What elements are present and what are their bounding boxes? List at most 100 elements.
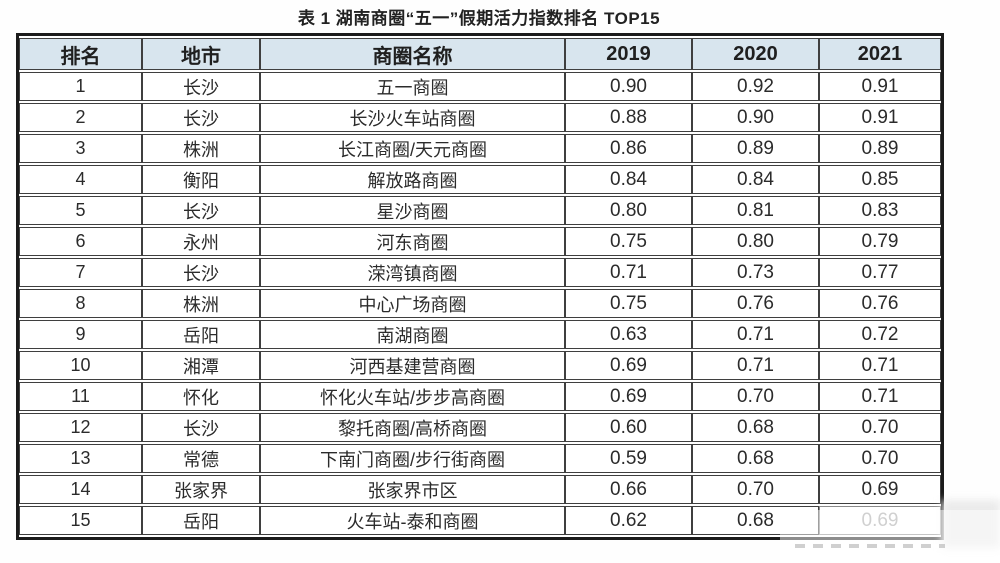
cell-value-2021: 0.69 <box>819 475 941 504</box>
cell-rank: 1 <box>19 72 142 101</box>
cell-rank: 11 <box>19 382 142 411</box>
cell-rank: 14 <box>19 475 142 504</box>
cell-city: 长沙 <box>142 413 260 442</box>
cell-value-2020: 0.71 <box>692 320 819 349</box>
table-row: 6 永州 河东商圈 0.75 0.80 0.79 <box>19 227 941 256</box>
cell-city: 怀化 <box>142 382 260 411</box>
cell-value-2020: 0.68 <box>692 413 819 442</box>
cell-value-2019: 0.63 <box>565 320 692 349</box>
cell-value-2019: 0.59 <box>565 444 692 473</box>
cell-value-2020: 0.70 <box>692 382 819 411</box>
cell-value-2019: 0.86 <box>565 134 692 163</box>
table-row: 8 株洲 中心广场商圈 0.75 0.76 0.76 <box>19 289 941 318</box>
table-row: 2 长沙 长沙火车站商圈 0.88 0.90 0.91 <box>19 103 941 132</box>
ranking-table: 排名 地市 商圈名称 2019 2020 2021 1 长沙 五一商圈 0.90… <box>19 36 941 537</box>
table-row: 5 长沙 星沙商圈 0.80 0.81 0.83 <box>19 196 941 225</box>
cell-city: 长沙 <box>142 103 260 132</box>
cell-rank: 15 <box>19 506 142 535</box>
cell-district: 长江商圈/天元商圈 <box>260 134 565 163</box>
col-header-city: 地市 <box>142 38 260 70</box>
cell-value-2019: 0.69 <box>565 382 692 411</box>
cell-value-2020: 0.90 <box>692 103 819 132</box>
cell-value-2020: 0.84 <box>692 165 819 194</box>
table-row: 11 怀化 怀化火车站/步步高商圈 0.69 0.70 0.71 <box>19 382 941 411</box>
cell-district: 长沙火车站商圈 <box>260 103 565 132</box>
cell-district: 张家界市区 <box>260 475 565 504</box>
header-row: 排名 地市 商圈名称 2019 2020 2021 <box>19 38 941 70</box>
cell-value-2020: 0.73 <box>692 258 819 287</box>
table-body: 1 长沙 五一商圈 0.90 0.92 0.91 2 长沙 长沙火车站商圈 0.… <box>19 72 941 535</box>
cell-rank: 2 <box>19 103 142 132</box>
cell-city: 张家界 <box>142 475 260 504</box>
table-row: 9 岳阳 南湖商圈 0.63 0.71 0.72 <box>19 320 941 349</box>
table-frame: 排名 地市 商圈名称 2019 2020 2021 1 长沙 五一商圈 0.90… <box>16 33 944 540</box>
col-header-rank: 排名 <box>19 38 142 70</box>
cell-district: 下南门商圈/步行街商圈 <box>260 444 565 473</box>
cell-rank: 3 <box>19 134 142 163</box>
cell-district: 南湖商圈 <box>260 320 565 349</box>
cell-value-2020: 0.76 <box>692 289 819 318</box>
cell-value-2019: 0.69 <box>565 351 692 380</box>
cell-value-2020: 0.71 <box>692 351 819 380</box>
cell-city: 岳阳 <box>142 506 260 535</box>
cell-district: 河西基建营商圈 <box>260 351 565 380</box>
cell-city: 长沙 <box>142 196 260 225</box>
cell-value-2021: 0.69 <box>819 506 941 535</box>
cell-value-2021: 0.76 <box>819 289 941 318</box>
cell-value-2021: 0.71 <box>819 351 941 380</box>
cell-city: 岳阳 <box>142 320 260 349</box>
cell-district: 溁湾镇商圈 <box>260 258 565 287</box>
cell-rank: 8 <box>19 289 142 318</box>
cell-city: 湘潭 <box>142 351 260 380</box>
faded-dashed-border <box>795 544 945 548</box>
cell-value-2020: 0.81 <box>692 196 819 225</box>
table-title: 表 1 湖南商圈“五一”假期活力指数排名 TOP15 <box>297 9 661 28</box>
cell-value-2021: 0.71 <box>819 382 941 411</box>
cell-value-2021: 0.72 <box>819 320 941 349</box>
cell-district: 解放路商圈 <box>260 165 565 194</box>
col-header-district: 商圈名称 <box>260 38 565 70</box>
col-header-2021: 2021 <box>819 38 941 70</box>
table-row: 15 岳阳 火车站-泰和商圈 0.62 0.68 0.69 <box>19 506 941 535</box>
cell-district: 星沙商圈 <box>260 196 565 225</box>
cell-value-2019: 0.71 <box>565 258 692 287</box>
cell-value-2021: 0.77 <box>819 258 941 287</box>
cell-rank: 13 <box>19 444 142 473</box>
cell-value-2019: 0.75 <box>565 227 692 256</box>
cell-city: 长沙 <box>142 72 260 101</box>
col-header-2020: 2020 <box>692 38 819 70</box>
table-row: 7 长沙 溁湾镇商圈 0.71 0.73 0.77 <box>19 258 941 287</box>
cell-value-2021: 0.70 <box>819 444 941 473</box>
cell-rank: 9 <box>19 320 142 349</box>
table-row: 12 长沙 黎托商圈/高桥商圈 0.60 0.68 0.70 <box>19 413 941 442</box>
cell-district: 怀化火车站/步步高商圈 <box>260 382 565 411</box>
cell-rank: 10 <box>19 351 142 380</box>
cell-value-2019: 0.80 <box>565 196 692 225</box>
cell-district: 黎托商圈/高桥商圈 <box>260 413 565 442</box>
cell-value-2019: 0.66 <box>565 475 692 504</box>
cell-city: 长沙 <box>142 258 260 287</box>
col-header-2019: 2019 <box>565 38 692 70</box>
cell-rank: 12 <box>19 413 142 442</box>
cell-value-2020: 0.80 <box>692 227 819 256</box>
cell-district: 五一商圈 <box>260 72 565 101</box>
cell-district: 中心广场商圈 <box>260 289 565 318</box>
cell-value-2021: 0.91 <box>819 72 941 101</box>
table-row: 1 长沙 五一商圈 0.90 0.92 0.91 <box>19 72 941 101</box>
cell-value-2021: 0.91 <box>819 103 941 132</box>
cell-city: 株洲 <box>142 134 260 163</box>
table-header: 排名 地市 商圈名称 2019 2020 2021 <box>19 38 941 70</box>
cell-district: 火车站-泰和商圈 <box>260 506 565 535</box>
cell-value-2021: 0.79 <box>819 227 941 256</box>
cell-district: 河东商圈 <box>260 227 565 256</box>
cell-value-2019: 0.60 <box>565 413 692 442</box>
table-row: 4 衡阳 解放路商圈 0.84 0.84 0.85 <box>19 165 941 194</box>
cell-value-2021: 0.85 <box>819 165 941 194</box>
cell-rank: 5 <box>19 196 142 225</box>
cell-value-2019: 0.75 <box>565 289 692 318</box>
table-row: 3 株洲 长江商圈/天元商圈 0.86 0.89 0.89 <box>19 134 941 163</box>
cell-value-2019: 0.62 <box>565 506 692 535</box>
cell-city: 衡阳 <box>142 165 260 194</box>
cell-value-2020: 0.70 <box>692 475 819 504</box>
